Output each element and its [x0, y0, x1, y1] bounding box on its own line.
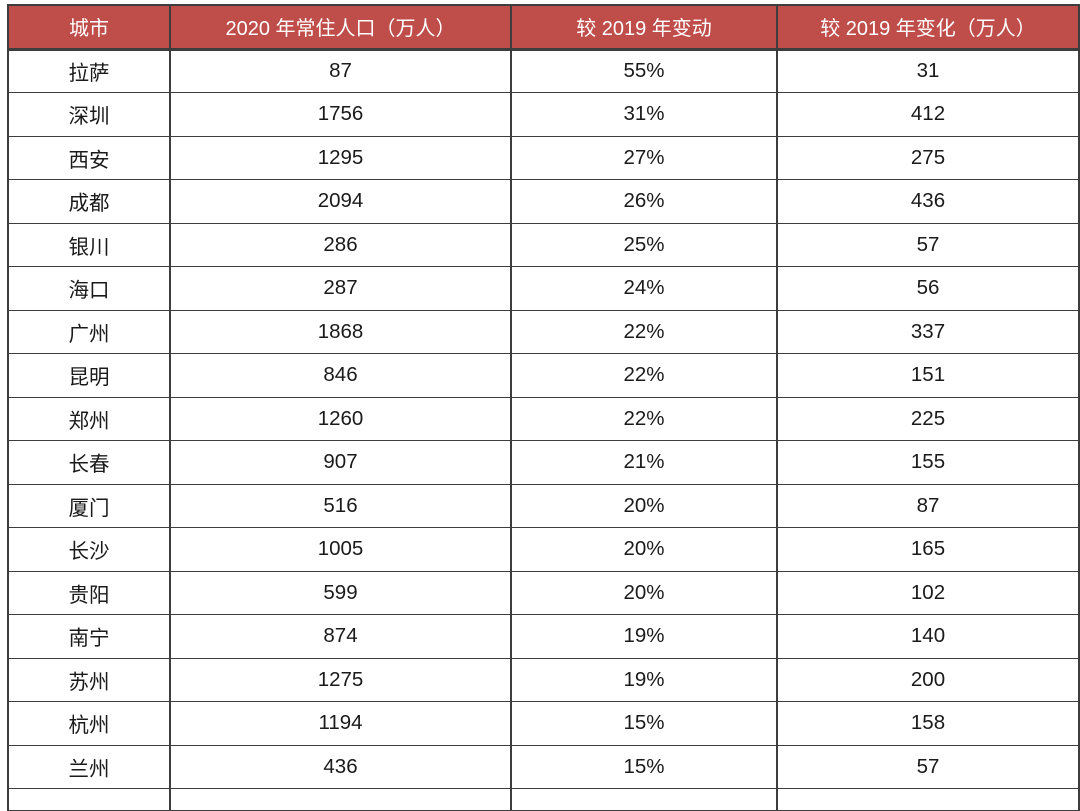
- header-row: 城市 2020 年常住人口（万人） 较 2019 年变动 较 2019 年变化（…: [7, 4, 1080, 51]
- table-row: 拉萨 87 55% 31: [7, 48, 1080, 93]
- city-cell: 长春: [7, 440, 171, 485]
- abs-change-cell: 165: [776, 527, 1080, 572]
- population-2020-cell: 874: [169, 614, 512, 659]
- population-2020-cell: 1756: [169, 92, 512, 137]
- population-2020-cell: 516: [169, 483, 512, 528]
- table-row: 深圳 1756 31% 412: [7, 92, 1080, 137]
- population-2020-cell: 1005: [169, 527, 512, 572]
- city-cell: 昆明: [7, 353, 171, 398]
- table-row: 长春 907 21% 155: [7, 440, 1080, 485]
- city-cell: 南宁: [7, 614, 171, 659]
- population-2020-cell: 599: [169, 570, 512, 615]
- abs-change-cell: 436: [776, 179, 1080, 224]
- abs-change-cell: 155: [776, 440, 1080, 485]
- pct-change-cell: 31%: [510, 92, 778, 137]
- pct-change-cell: 22%: [510, 396, 778, 441]
- column-header-population-2020: 2020 年常住人口（万人）: [169, 4, 512, 51]
- city-cell: 杭州: [7, 701, 171, 746]
- abs-change-cell: 225: [776, 396, 1080, 441]
- abs-change-cell: 337: [776, 309, 1080, 354]
- column-header-abs-change-vs-2019: 较 2019 年变化（万人）: [776, 4, 1080, 51]
- abs-change-cell: 140: [776, 614, 1080, 659]
- pct-change-cell: 25%: [510, 222, 778, 267]
- city-cell: 长沙: [7, 527, 171, 572]
- city-cell: 深圳: [7, 92, 171, 137]
- city-cell: 兰州: [7, 744, 171, 789]
- abs-change-cell: 57: [776, 222, 1080, 267]
- city-cell: 西安: [7, 135, 171, 180]
- table-row: 苏州 1275 19% 200: [7, 657, 1080, 702]
- abs-change-cell: 87: [776, 483, 1080, 528]
- population-2020-cell: 1295: [169, 135, 512, 180]
- table-row: 厦门 516 20% 87: [7, 483, 1080, 528]
- column-header-city: 城市: [7, 4, 171, 51]
- pct-change-cell: [510, 788, 778, 811]
- abs-change-cell: 412: [776, 92, 1080, 137]
- pct-change-cell: 55%: [510, 48, 778, 93]
- pct-change-cell: 20%: [510, 483, 778, 528]
- pct-change-cell: 15%: [510, 701, 778, 746]
- population-2020-cell: 87: [169, 48, 512, 93]
- table-row: 西安 1295 27% 275: [7, 135, 1080, 180]
- population-2020-cell: 1260: [169, 396, 512, 441]
- city-cell: 银川: [7, 222, 171, 267]
- city-cell: [7, 788, 171, 811]
- city-cell: 苏州: [7, 657, 171, 702]
- table-row: 南宁 874 19% 140: [7, 614, 1080, 659]
- table-row: 郑州 1260 22% 225: [7, 396, 1080, 441]
- table-row: 贵阳 599 20% 102: [7, 570, 1080, 615]
- table-row: 兰州 436 15% 57: [7, 744, 1080, 789]
- pct-change-cell: 19%: [510, 614, 778, 659]
- pct-change-cell: 22%: [510, 309, 778, 354]
- abs-change-cell: 57: [776, 744, 1080, 789]
- table-row: 杭州 1194 15% 158: [7, 701, 1080, 746]
- abs-change-cell: 158: [776, 701, 1080, 746]
- population-2020-cell: 287: [169, 266, 512, 311]
- city-cell: 广州: [7, 309, 171, 354]
- pct-change-cell: 27%: [510, 135, 778, 180]
- population-table: 城市 2020 年常住人口（万人） 较 2019 年变动 较 2019 年变化（…: [7, 4, 1080, 811]
- table-row: 广州 1868 22% 337: [7, 309, 1080, 354]
- population-2020-cell: 1194: [169, 701, 512, 746]
- city-cell: 成都: [7, 179, 171, 224]
- abs-change-cell: 151: [776, 353, 1080, 398]
- population-2020-cell: 286: [169, 222, 512, 267]
- population-2020-cell: 436: [169, 744, 512, 789]
- partial-bottom-row: [7, 788, 1080, 811]
- abs-change-cell: 31: [776, 48, 1080, 93]
- pct-change-cell: 15%: [510, 744, 778, 789]
- table-row: 长沙 1005 20% 165: [7, 527, 1080, 572]
- table-row: 海口 287 24% 56: [7, 266, 1080, 311]
- city-cell: 拉萨: [7, 48, 171, 93]
- city-cell: 海口: [7, 266, 171, 311]
- abs-change-cell: 200: [776, 657, 1080, 702]
- pct-change-cell: 20%: [510, 570, 778, 615]
- population-2020-cell: 1868: [169, 309, 512, 354]
- pct-change-cell: 19%: [510, 657, 778, 702]
- population-2020-cell: 2094: [169, 179, 512, 224]
- city-cell: 厦门: [7, 483, 171, 528]
- abs-change-cell: [776, 788, 1080, 811]
- city-cell: 贵阳: [7, 570, 171, 615]
- pct-change-cell: 21%: [510, 440, 778, 485]
- table-row: 银川 286 25% 57: [7, 222, 1080, 267]
- population-2020-cell: 1275: [169, 657, 512, 702]
- table-row: 成都 2094 26% 436: [7, 179, 1080, 224]
- population-2020-cell: [169, 788, 512, 811]
- population-2020-cell: 907: [169, 440, 512, 485]
- city-cell: 郑州: [7, 396, 171, 441]
- pct-change-cell: 20%: [510, 527, 778, 572]
- abs-change-cell: 56: [776, 266, 1080, 311]
- pct-change-cell: 26%: [510, 179, 778, 224]
- column-header-pct-change-vs-2019: 较 2019 年变动: [510, 4, 778, 51]
- pct-change-cell: 22%: [510, 353, 778, 398]
- table-row: 昆明 846 22% 151: [7, 353, 1080, 398]
- abs-change-cell: 102: [776, 570, 1080, 615]
- population-2020-cell: 846: [169, 353, 512, 398]
- abs-change-cell: 275: [776, 135, 1080, 180]
- pct-change-cell: 24%: [510, 266, 778, 311]
